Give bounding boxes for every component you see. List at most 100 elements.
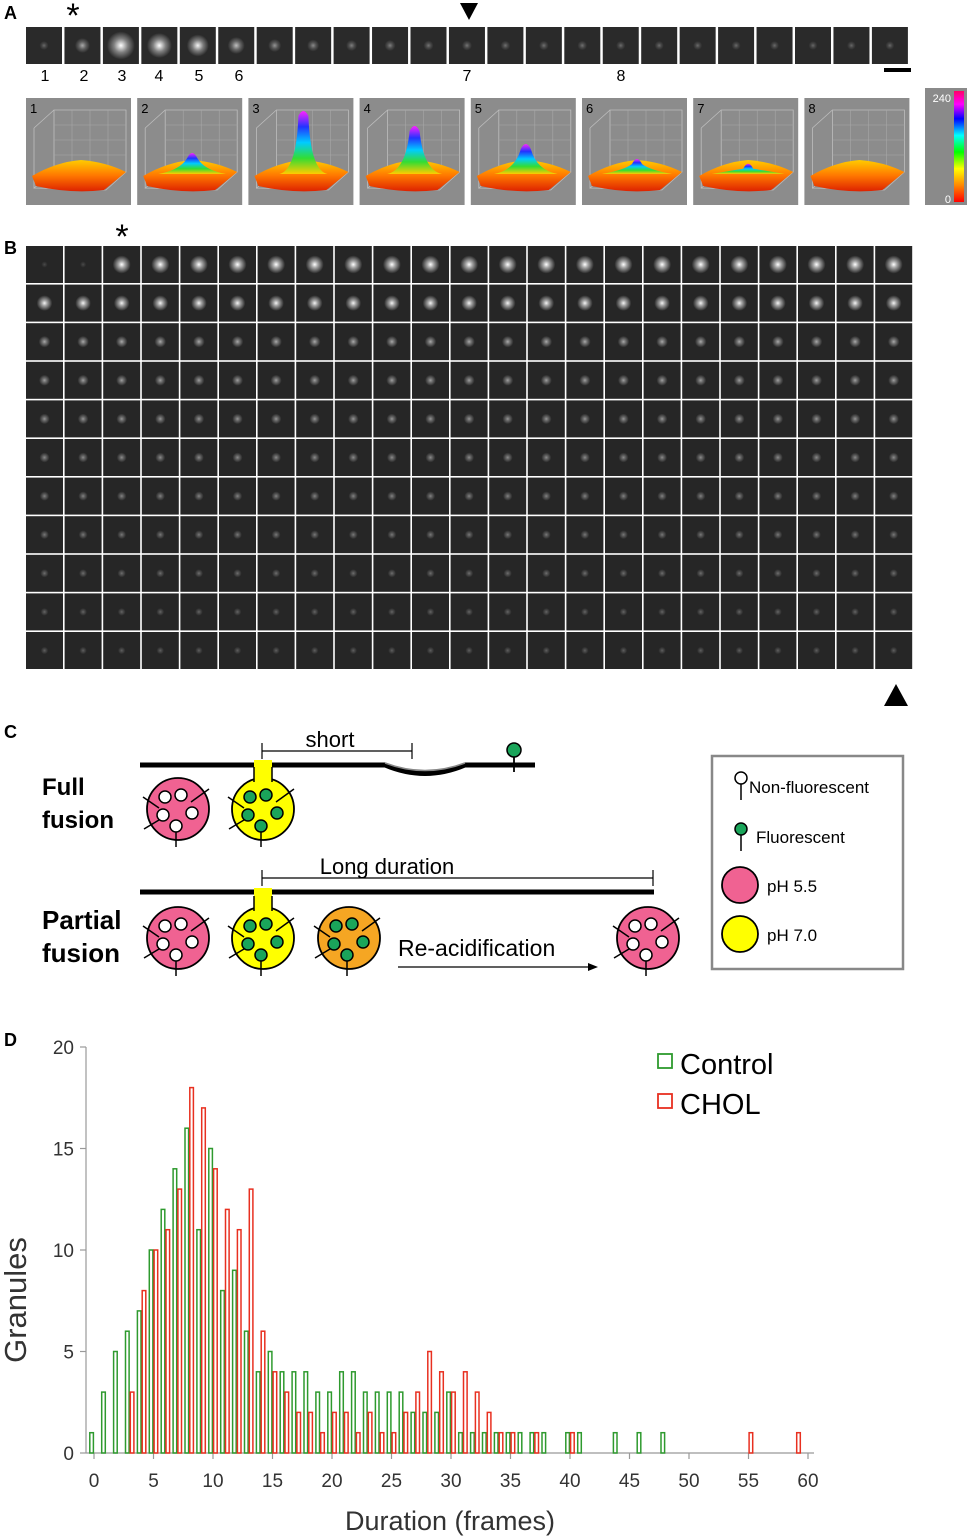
grid-spot [811,374,822,386]
grid-spot [463,413,475,425]
bar-chol [379,1431,385,1454]
bar-chol [569,1431,575,1454]
bar-control [410,1411,416,1454]
grid-spot [695,374,707,386]
grid-spot [233,608,242,616]
grid-spot [498,255,517,274]
frame-number: 5 [195,68,204,85]
grid-spot [268,295,284,311]
frame-spot [770,41,780,50]
frame-spot [461,40,472,51]
grid-spot [538,295,555,311]
colorbar-max: 240 [933,93,951,105]
bar-chol [319,1431,326,1454]
grid-spot [464,452,475,463]
grid-spot [154,335,167,348]
grid-spot [846,255,865,274]
grid-spot [310,608,319,616]
grid-spot [117,530,127,540]
grid-spot [619,530,628,540]
grid-spot [155,413,166,425]
grid-spot [772,452,783,463]
grid-spot [117,608,126,616]
grid-spot [115,335,128,348]
grid-spot [349,608,358,616]
frame-spot [500,40,511,51]
panel-label-b: B [4,238,17,258]
grid-spot [40,646,49,655]
grid-spot [812,530,821,540]
y-tick-label: 0 [63,1444,74,1465]
vesicle-intermediate [313,906,381,977]
bar-chol [296,1411,302,1454]
grid-spot [502,374,514,386]
grid-spot [465,608,473,616]
bar-control [89,1431,95,1454]
grid-spot [542,569,551,578]
grid-spot [388,608,396,616]
grid-spot [658,608,666,616]
grid-spot [232,374,243,386]
frame-spot [346,40,358,51]
grid-spot [348,452,359,463]
vesicle-fused-full [227,760,295,848]
bar-control [255,1371,261,1454]
duration-histogram: 0 5 10 15 20 0 5 10 15 20 25 30 35 40 45 50 55 60 Control… [0,1038,819,1536]
grid-spot [774,646,782,655]
bar-chol [510,1431,516,1454]
histogram-bars [89,1086,802,1454]
grid-spot [888,413,899,425]
frame-spot [227,37,245,54]
grid-spot [189,255,208,274]
grid-spot [734,413,745,425]
grid-spot [503,646,512,655]
grid-spot [501,335,514,348]
grid-spot [850,491,860,501]
grid-spot [770,295,786,311]
surface-label: 5 [475,101,482,116]
grid-spot [79,608,87,616]
bar-chol [391,1431,397,1454]
grid-spot [889,530,899,540]
grid-spot [349,569,358,578]
grid-spot [193,374,205,386]
frame-spot [384,40,396,51]
frame-number: 3 [118,68,127,85]
grid-spot [812,608,821,616]
grid-spot [618,452,629,463]
grid-spot [502,452,513,463]
bar-chol [141,1289,147,1454]
panel-a-frame-numbers: 1 2 3 4 5 6 7 8 [41,68,626,85]
grid-spot [808,295,825,311]
grid-spot [812,646,821,655]
bar-chol [189,1086,195,1454]
grid-spot [657,452,668,463]
grid-spot [849,374,861,386]
bar-control [660,1431,666,1454]
grid-spot [425,452,436,463]
grid-spot [542,646,551,655]
vesicle-acidic-full [142,777,210,848]
bar-chol [331,1411,337,1454]
grid-spot [348,413,359,425]
grid-spot [691,255,710,274]
grid-spot [310,530,320,540]
bar-control [576,1431,583,1454]
x-tick-label: 40 [559,1471,580,1492]
grid-spot [730,255,749,274]
full-fusion-label-line1: Full [42,774,85,801]
surface-plot-8: 8 [804,98,910,205]
grid-spot [271,530,281,540]
grid-spot [464,530,474,540]
grid-spot [735,569,744,578]
grid-spot [503,530,513,540]
grid-spot [348,491,358,501]
grid-spot [540,374,552,386]
grid-spot [152,295,169,311]
grid-spot [810,335,823,348]
panel-a-surface-plots: 1 2 3 4 5 6 7 8 [26,98,910,205]
vesicle-acidic-partial [142,906,210,977]
panel-label-c: C [4,722,17,742]
x-tick-label: 45 [619,1471,640,1492]
grid-spot [503,569,512,578]
